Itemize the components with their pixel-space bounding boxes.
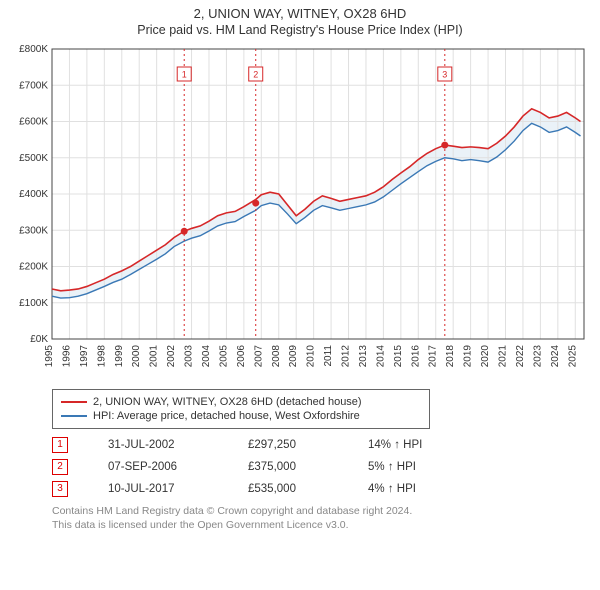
chart: £0K £100K £200K £300K £400K £500K £600K £700K £8… xyxy=(6,43,594,383)
chart-svg: £0K £100K £200K £300K £400K £500K £600K £700K £8… xyxy=(6,43,594,383)
tx-delta: 5% ↑ HPI xyxy=(368,461,448,473)
page-title: 2, UNION WAY, WITNEY, OX28 6HD xyxy=(6,6,594,21)
svg-text:£600K: £600K xyxy=(19,117,48,128)
svg-text:2018: 2018 xyxy=(445,345,456,368)
svg-text:£0K: £0K xyxy=(30,334,48,345)
svg-text:1999: 1999 xyxy=(114,345,125,368)
svg-text:1: 1 xyxy=(182,70,187,80)
svg-text:2013: 2013 xyxy=(358,345,369,368)
tx-delta: 14% ↑ HPI xyxy=(368,439,448,451)
svg-text:1997: 1997 xyxy=(79,345,90,368)
svg-text:2003: 2003 xyxy=(184,345,195,368)
svg-text:2008: 2008 xyxy=(271,345,282,368)
tx-date: 31-JUL-2002 xyxy=(108,439,208,451)
svg-text:2015: 2015 xyxy=(393,345,404,368)
legend: 2, UNION WAY, WITNEY, OX28 6HD (detached… xyxy=(52,389,430,429)
legend-swatch xyxy=(61,401,87,403)
footer: Contains HM Land Registry data © Crown c… xyxy=(52,505,594,532)
legend-row: HPI: Average price, detached house, West… xyxy=(61,410,421,422)
svg-text:2012: 2012 xyxy=(341,345,352,368)
legend-swatch xyxy=(61,415,87,417)
footer-line: This data is licensed under the Open Gov… xyxy=(52,519,594,533)
svg-text:£400K: £400K xyxy=(19,189,48,200)
legend-row: 2, UNION WAY, WITNEY, OX28 6HD (detached… xyxy=(61,396,421,408)
svg-text:£800K: £800K xyxy=(19,44,48,55)
table-row: 2 07-SEP-2006 £375,000 5% ↑ HPI xyxy=(52,459,594,475)
table-row: 3 10-JUL-2017 £535,000 4% ↑ HPI xyxy=(52,481,594,497)
svg-text:2021: 2021 xyxy=(498,345,509,368)
svg-text:2011: 2011 xyxy=(323,345,334,367)
page-subtitle: Price paid vs. HM Land Registry's House … xyxy=(6,23,594,37)
svg-text:2022: 2022 xyxy=(515,345,526,368)
tx-date: 10-JUL-2017 xyxy=(108,483,208,495)
svg-text:2023: 2023 xyxy=(532,345,543,368)
svg-text:2006: 2006 xyxy=(236,345,247,368)
svg-text:1995: 1995 xyxy=(44,345,55,368)
tx-price: £375,000 xyxy=(248,461,328,473)
svg-text:£200K: £200K xyxy=(19,262,48,273)
tx-date: 07-SEP-2006 xyxy=(108,461,208,473)
table-row: 1 31-JUL-2002 £297,250 14% ↑ HPI xyxy=(52,437,594,453)
tx-price: £535,000 xyxy=(248,483,328,495)
svg-text:1998: 1998 xyxy=(96,345,107,368)
svg-text:£300K: £300K xyxy=(19,225,48,236)
svg-text:£100K: £100K xyxy=(19,298,48,309)
svg-text:2020: 2020 xyxy=(480,345,491,368)
transactions-table: 1 31-JUL-2002 £297,250 14% ↑ HPI 2 07-SE… xyxy=(52,437,594,497)
svg-text:2: 2 xyxy=(253,70,258,80)
svg-text:2025: 2025 xyxy=(567,345,578,368)
chart-container: 2, UNION WAY, WITNEY, OX28 6HD Price pai… xyxy=(0,0,600,538)
svg-text:2024: 2024 xyxy=(550,345,561,368)
legend-label: HPI: Average price, detached house, West… xyxy=(93,410,360,422)
svg-text:3: 3 xyxy=(442,70,447,80)
legend-label: 2, UNION WAY, WITNEY, OX28 6HD (detached… xyxy=(93,396,362,408)
footer-line: Contains HM Land Registry data © Crown c… xyxy=(52,505,594,519)
svg-text:2002: 2002 xyxy=(166,345,177,368)
svg-text:1996: 1996 xyxy=(61,345,72,368)
svg-text:2004: 2004 xyxy=(201,345,212,368)
svg-text:2007: 2007 xyxy=(253,345,264,368)
svg-text:2001: 2001 xyxy=(149,345,160,368)
tx-price: £297,250 xyxy=(248,439,328,451)
tx-marker: 1 xyxy=(52,437,68,453)
svg-text:2009: 2009 xyxy=(288,345,299,368)
svg-text:£700K: £700K xyxy=(19,80,48,91)
svg-text:2017: 2017 xyxy=(428,345,439,368)
svg-text:2014: 2014 xyxy=(375,345,386,368)
svg-text:£500K: £500K xyxy=(19,153,48,164)
tx-delta: 4% ↑ HPI xyxy=(368,483,448,495)
tx-marker: 3 xyxy=(52,481,68,497)
tx-marker: 2 xyxy=(52,459,68,475)
svg-text:2010: 2010 xyxy=(306,345,317,368)
svg-text:2000: 2000 xyxy=(131,345,142,368)
svg-text:2005: 2005 xyxy=(218,345,229,368)
svg-text:2019: 2019 xyxy=(463,345,474,368)
svg-text:2016: 2016 xyxy=(410,345,421,368)
